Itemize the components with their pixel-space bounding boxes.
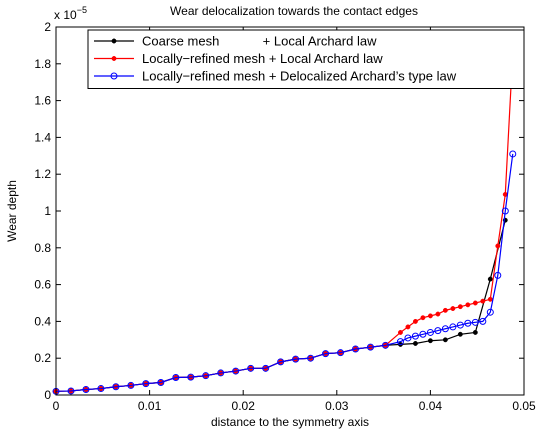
y-multiplier-base: x 10	[54, 8, 77, 22]
series-3-point	[449, 323, 457, 331]
series-3-point	[337, 349, 345, 357]
series-layer	[52, 50, 517, 395]
legend-label: Locally−refined mesh + Local Archard law	[142, 51, 383, 66]
x-axis-label: distance to the symmetry axis	[211, 415, 369, 429]
series-3-point	[67, 387, 75, 395]
series-3-point	[396, 338, 404, 346]
legend-label: Coarse mesh + Local Archard law	[142, 34, 377, 49]
series-3-point	[157, 378, 165, 386]
series-2-point	[397, 329, 403, 335]
series-3	[52, 150, 517, 395]
series-2-point	[465, 302, 471, 308]
series-3-point	[172, 374, 180, 382]
y-tick-label: 0.6	[34, 278, 51, 292]
series-2-point	[457, 304, 463, 310]
legend-swatch-marker	[111, 56, 117, 61]
legend-entry-1: Coarse mesh + Local Archard law	[94, 34, 377, 49]
series-3-point	[262, 364, 270, 372]
series-1-point	[487, 276, 493, 282]
series-1-point	[412, 341, 418, 346]
y-tick-label: 0.2	[34, 351, 51, 365]
series-3-point	[112, 383, 120, 391]
chart-title: Wear delocalization towards the contact …	[170, 4, 418, 18]
series-3-point	[307, 354, 315, 362]
y-tick-label: 2	[44, 20, 51, 34]
y-tick-label: 0.8	[34, 241, 51, 255]
series-2-point	[420, 315, 426, 321]
series-3-point	[419, 330, 427, 338]
series-3-point	[509, 150, 517, 158]
legend-label: Locally−refined mesh + Delocalized Archa…	[142, 69, 457, 84]
series-1-point	[427, 338, 433, 344]
series-2-point	[435, 311, 441, 317]
series-3-point	[232, 367, 240, 375]
series-3-point	[426, 328, 434, 336]
legend-box	[87, 29, 525, 89]
series-3-point	[322, 350, 330, 358]
series-1-point	[442, 337, 448, 343]
series-2-point	[472, 300, 478, 306]
series-3-point	[404, 334, 412, 342]
y-multiplier-exponent: −5	[77, 5, 87, 15]
series-3-point	[187, 373, 195, 381]
series-2-point	[412, 318, 418, 324]
series-3-point	[127, 381, 135, 389]
x-tick-label: 0	[53, 399, 60, 413]
y-tick-label: 1.4	[34, 130, 51, 144]
series-3-point	[277, 358, 285, 366]
ticks-layer: 0 0.01 0.02 0.03 0.04 0.05 0 0.2 0.4 0.6 0.8 1 1.2 1.…	[34, 20, 536, 413]
series-3-point	[82, 385, 90, 393]
series-2-point	[480, 298, 486, 304]
series-3-point	[411, 332, 419, 340]
y-tick-label: 0	[44, 388, 51, 402]
series-3-point	[464, 319, 472, 327]
legend-swatch-marker	[110, 72, 118, 80]
x-tick-label: 0.04	[419, 399, 443, 413]
legend: Coarse mesh + Local Archard law Locally−r…	[87, 29, 525, 89]
legend-entry-3: Locally−refined mesh + Delocalized Archa…	[94, 69, 457, 84]
series-3-point	[494, 271, 502, 279]
y-multiplier-label: x 10−5	[54, 5, 87, 22]
y-tick-label: 1.2	[34, 167, 51, 181]
series-3-point	[292, 355, 300, 363]
y-tick-label: 0.4	[34, 314, 51, 328]
series-3-point	[456, 321, 464, 329]
series-2-point	[405, 324, 411, 330]
series-3-point	[381, 341, 389, 349]
y-axis-label: Wear depth	[5, 180, 19, 242]
series-3-point	[479, 317, 487, 325]
series-3-point	[142, 380, 150, 388]
series-2-point	[427, 313, 433, 319]
series-3-point	[217, 369, 225, 377]
x-tick-label: 0.02	[232, 399, 256, 413]
y-tick-label: 1.6	[34, 94, 51, 108]
series-1-point	[472, 329, 478, 335]
series-3-point	[441, 325, 449, 333]
x-tick-label: 0.03	[325, 399, 349, 413]
y-tick-label: 1	[44, 204, 51, 218]
x-tick-label: 0.05	[512, 399, 536, 413]
series-2-point	[450, 306, 456, 311]
series-3-point	[366, 343, 374, 351]
legend-swatch-marker	[111, 38, 117, 44]
series-3-point	[97, 385, 105, 393]
series-2-point	[442, 307, 448, 313]
series-2-point	[495, 243, 501, 249]
legend-entry-2: Locally−refined mesh + Local Archard law	[94, 51, 383, 66]
x-tick-label: 0.01	[138, 399, 162, 413]
series-3-point	[202, 372, 210, 380]
series-3-point	[247, 364, 255, 372]
y-tick-label: 1.8	[34, 57, 51, 71]
series-1-point	[457, 331, 463, 337]
series-3-point	[486, 308, 494, 316]
series-2-point	[487, 296, 493, 302]
series-3-point	[471, 318, 479, 326]
series-3-point	[352, 345, 360, 353]
series-3-point	[434, 327, 442, 335]
series-3-point	[501, 207, 509, 215]
